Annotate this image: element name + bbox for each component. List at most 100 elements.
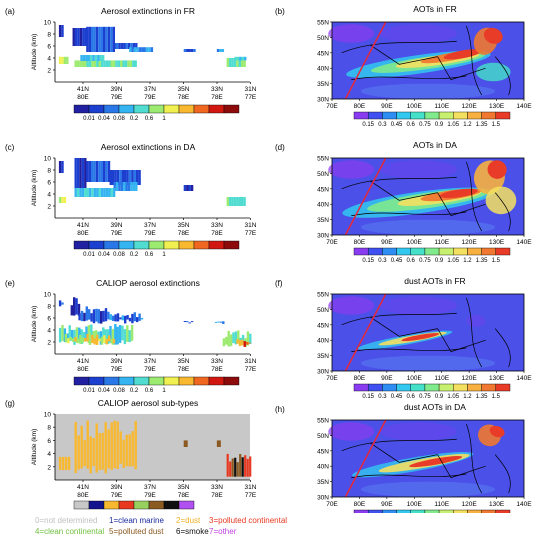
extinction-cell xyxy=(112,26,115,52)
subtype-cell xyxy=(241,457,244,477)
extinction-cell xyxy=(236,339,239,344)
extinction-cell xyxy=(95,334,99,345)
extinction-cell xyxy=(100,188,104,197)
colorbar-swatch xyxy=(103,104,120,114)
extinction-cell xyxy=(110,338,113,344)
extinction-cell xyxy=(229,334,233,347)
extinction-cell xyxy=(103,188,106,197)
extinction-cell xyxy=(236,56,240,61)
aot-blob xyxy=(360,355,496,371)
extinction-cell xyxy=(61,197,64,203)
extinction-colorbar: 0.01 0.04 0.08 0.2 0.6 1 xyxy=(73,240,240,258)
y-tick-label: 8 xyxy=(47,168,51,175)
panel-f: (f) dust AOTs in FR 55N 50N 45N 40N 35N 30N 70E 8… xyxy=(270,272,540,407)
extinction-cell xyxy=(245,341,249,345)
extinction-cell xyxy=(61,161,64,173)
y-tick-label: 2 xyxy=(47,68,51,75)
extinction-cell xyxy=(66,333,69,342)
colorbar-swatch xyxy=(481,509,497,518)
extinction-cell xyxy=(69,336,72,341)
colorbar-swatch xyxy=(118,376,135,386)
x-tick-label-lon: 78E xyxy=(211,366,223,373)
extinction-cell xyxy=(74,60,77,67)
extinction-cell xyxy=(80,329,83,344)
extinction-cell xyxy=(125,182,128,191)
lat-tick-label: 55N xyxy=(317,156,329,163)
coastline xyxy=(351,347,467,353)
extinction-cell xyxy=(99,55,102,61)
extinction-cell xyxy=(125,43,128,49)
panel-title: AOTs in FR xyxy=(413,4,456,14)
colorbar-swatch xyxy=(453,383,468,392)
extinction-cell xyxy=(116,170,120,185)
colorbar-label: 0.08 xyxy=(113,116,125,122)
lat-tick-label: 30N xyxy=(317,97,329,104)
y-tick-label: 6 xyxy=(47,180,51,187)
extinction-cell xyxy=(120,182,124,191)
aot-blob xyxy=(360,83,496,100)
subtype-cell-dust xyxy=(89,436,92,474)
subtype-cell-dust xyxy=(64,456,68,471)
colorbar-swatch xyxy=(367,383,383,392)
lat-tick-label: 50N xyxy=(317,433,329,440)
coastline xyxy=(494,454,511,494)
extinction-cell xyxy=(90,313,93,322)
extinction-cell xyxy=(71,338,75,342)
extinction-cell xyxy=(85,306,88,321)
extinction-cell xyxy=(243,341,246,347)
colorbar-label: 0.2 xyxy=(130,116,139,122)
subtype-cell xyxy=(246,458,249,477)
extinction-cell xyxy=(241,339,244,346)
coastline xyxy=(370,316,438,337)
aot-blob xyxy=(380,422,457,441)
panel-label: (a) xyxy=(5,7,15,16)
extinction-cell xyxy=(136,47,139,52)
extinction-cell xyxy=(233,58,237,67)
colorbar-label: 0.01 xyxy=(83,252,95,258)
panel-a: (a) Aerosol extinctions in FR Altitude (km… xyxy=(0,0,270,135)
lon-tick-label: 130E xyxy=(489,375,505,382)
extinction-cell xyxy=(138,170,141,185)
extinction-cell xyxy=(93,338,96,345)
extinction-cell xyxy=(104,329,107,344)
extinction-cell xyxy=(127,60,130,67)
coastline xyxy=(437,454,486,479)
colorbar-swatch xyxy=(467,111,482,120)
coastline xyxy=(466,25,483,96)
colorbar-swatch xyxy=(410,111,426,120)
extinction-cell xyxy=(73,297,76,316)
panel-label: (d) xyxy=(275,143,285,152)
subtype-cell xyxy=(226,453,229,477)
lon-tick-label: 80E xyxy=(354,103,366,110)
legend-2: 2=dust xyxy=(176,516,201,525)
extinction-cell xyxy=(79,158,82,188)
extinction-cell xyxy=(105,188,109,197)
extinction-cell xyxy=(105,338,108,345)
colorbar-swatch xyxy=(410,247,426,256)
lat-tick-label: 45N xyxy=(317,322,329,329)
extinction-cell xyxy=(74,158,77,188)
extinction-cell xyxy=(109,325,112,343)
colorbar-swatch xyxy=(133,240,150,250)
aot-blob xyxy=(401,333,440,342)
lat-tick-label: 35N xyxy=(317,353,329,360)
extinction-cell xyxy=(114,170,117,185)
lon-tick-label: 90E xyxy=(381,375,393,382)
x-tick-label-lon: 78E xyxy=(178,230,190,237)
legend-4: 4=clean continental xyxy=(35,527,105,536)
colorbar-swatch xyxy=(148,376,165,386)
colorbar-swatch xyxy=(73,376,90,386)
extinction-cell xyxy=(190,49,194,52)
lon-tick-label: 100E xyxy=(407,103,423,110)
colorbar-swatch xyxy=(396,383,411,392)
extinction-cell xyxy=(136,170,139,185)
extinction-cell xyxy=(75,298,78,315)
lon-tick-label: 120E xyxy=(462,375,478,382)
panel-c: (c) Aerosol extinctions in DA Altitude (km… xyxy=(0,136,270,271)
colorbar-label: 0.6 xyxy=(407,122,416,128)
lon-tick-label: 110E xyxy=(434,103,449,110)
colorbar-label: 1 xyxy=(162,388,166,394)
x-tick-label-lat: 31N xyxy=(245,86,257,93)
extinction-cell xyxy=(188,185,191,191)
x-tick-label-lon: 77E xyxy=(245,492,257,499)
